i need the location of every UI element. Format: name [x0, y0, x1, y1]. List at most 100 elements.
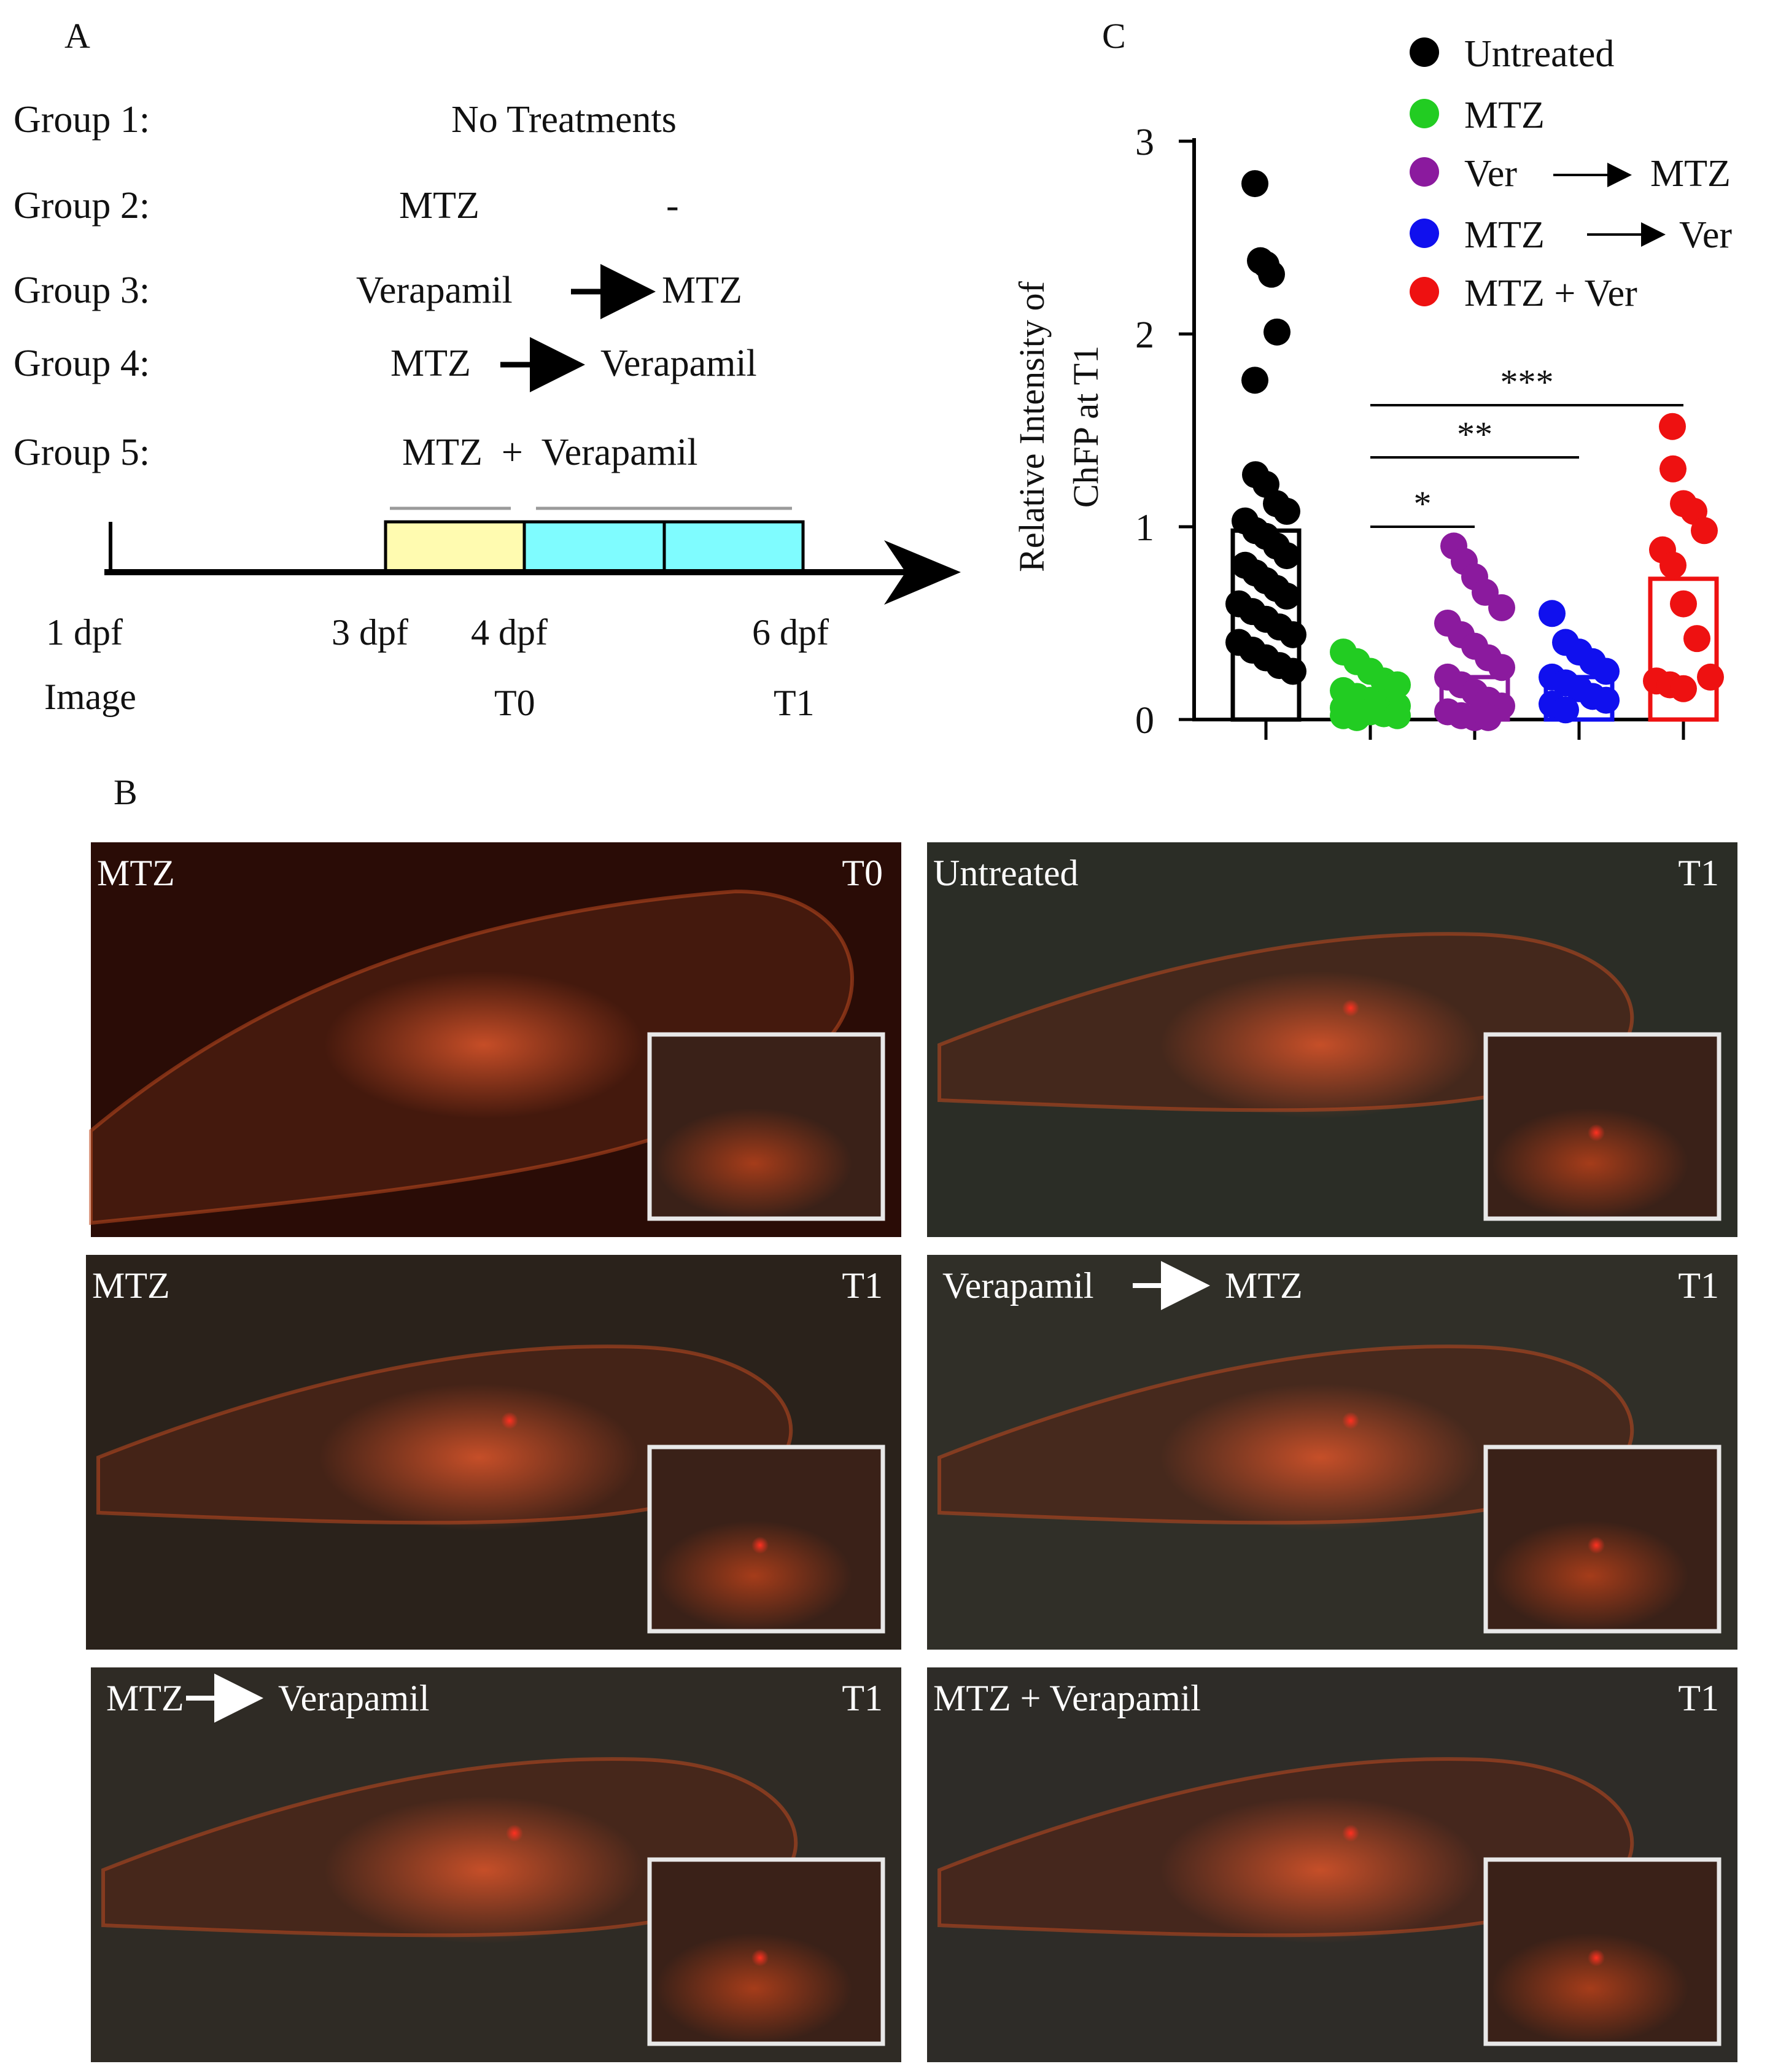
panel-letter-c: C [1102, 16, 1126, 56]
group-3-first: Verapamil [356, 270, 513, 311]
data-point [1593, 686, 1620, 714]
image-label-first: MTZ [106, 1678, 184, 1718]
t1-label: T1 [774, 683, 815, 723]
microscopy-image-5: MTZ Verapamil T1 [91, 1667, 901, 2062]
legend-marker-untreated [1410, 37, 1439, 67]
mean-bar [1648, 576, 1719, 722]
group-4-first: MTZ [390, 343, 471, 384]
inset-spot [751, 1537, 769, 1554]
group-2-dash: - [666, 185, 679, 227]
legend-mtz-ver-second: Ver [1679, 214, 1732, 256]
group-5-treatment: MTZ + Verapamil [402, 432, 698, 473]
yolk-glow [319, 1384, 639, 1531]
data-point [1691, 517, 1718, 545]
data-point [1659, 413, 1686, 440]
inset-glow [656, 1108, 852, 1219]
image-label: MTZ + Verapamil [933, 1678, 1201, 1718]
image-time: T1 [1678, 1265, 1719, 1306]
data-point [1273, 583, 1300, 610]
group-1-label: Group 1: [14, 99, 150, 141]
data-point [1384, 702, 1411, 729]
data-point [1488, 594, 1515, 621]
data-point [1343, 704, 1370, 731]
legend-marker-ver-mtz [1410, 157, 1439, 187]
data-point [1659, 551, 1687, 579]
fluorescent-spot [501, 1412, 518, 1429]
microscopy-image-4: Verapamil MTZ T1 [927, 1255, 1737, 1650]
legend-mtz-plus-ver: MTZ + Ver [1464, 273, 1637, 314]
significance-stars: *** [1500, 362, 1554, 402]
group-5-label: Group 5: [14, 432, 150, 473]
inset-spot [1588, 1949, 1605, 1966]
group-2-label: Group 2: [14, 185, 150, 227]
yolk-glow [324, 971, 643, 1119]
image-label-second: Verapamil [278, 1678, 430, 1718]
group-4-second: Verapamil [600, 343, 757, 384]
data-point [1279, 621, 1306, 648]
yolk-glow [1160, 1384, 1480, 1531]
legend-ver-mtz-first: Ver [1464, 153, 1517, 195]
group-1-treatment: No Treatments [451, 99, 677, 141]
timeline: 1 dpf 3 dpf 4 dpf 6 dpf Image T0 T1 [44, 506, 961, 723]
data-point [1539, 600, 1566, 627]
legend-mtz-ver-first: MTZ [1464, 214, 1545, 256]
data-point [1670, 590, 1697, 618]
panel-letter-b: B [114, 772, 138, 812]
fluorescent-spot [1342, 1412, 1359, 1429]
image-time: T1 [842, 1678, 883, 1718]
panel-a: A Group 1: No Treatments Group 2: MTZ - … [14, 16, 961, 723]
legend-marker-mtz-plus-ver [1410, 277, 1439, 306]
y-tick-label: 0 [1135, 700, 1154, 742]
data-point [1488, 654, 1515, 681]
pretreatment-box [384, 520, 526, 573]
legend-untreated: Untreated [1464, 33, 1614, 75]
legend-marker-mtz [1410, 99, 1439, 128]
image-time: T0 [842, 853, 883, 893]
fluorescent-spot [506, 1825, 523, 1842]
yolk-glow [324, 1796, 643, 1944]
image-label: MTZ [92, 1265, 170, 1306]
image-label-first: Verapamil [942, 1265, 1094, 1306]
data-point [1552, 696, 1579, 724]
group-3-second: MTZ [662, 270, 742, 311]
tick-1dpf: 1 dpf [46, 612, 123, 653]
microscopy-image-6: MTZ + Verapamil T1 [927, 1667, 1737, 2062]
legend-ver-mtz-second: MTZ [1650, 153, 1731, 195]
image-label: Image [44, 677, 136, 717]
y-axis-label: Relative Intensity of ChFP at T1 [1012, 281, 1106, 572]
data-point [1683, 625, 1710, 653]
data-point [1273, 542, 1300, 570]
image-time: T1 [842, 1265, 883, 1306]
significance-stars: ** [1457, 414, 1492, 454]
y-tick-label: 2 [1135, 314, 1154, 356]
legend: Untreated MTZ Ver MTZ MTZ Ver MTZ + Ver [1410, 33, 1732, 314]
image-time: T1 [1678, 1678, 1719, 1718]
microscopy-image-3: MTZ T1 [86, 1255, 901, 1650]
data-point [1670, 675, 1697, 702]
image-label: Untreated [933, 853, 1079, 893]
inset-spot [1588, 1537, 1605, 1554]
inset-glow [1492, 1933, 1688, 2044]
tick-6dpf: 6 dpf [752, 612, 829, 653]
y-axis-label-line1: Relative Intensity of [1012, 281, 1052, 572]
y-tick-label: 1 [1135, 507, 1154, 549]
legend-marker-mtz-ver [1410, 219, 1439, 248]
data-point [1384, 671, 1411, 699]
group-3-label: Group 3: [14, 270, 150, 311]
y-ticks: 0 1 2 3 [1135, 122, 1194, 742]
group-4-label: Group 4: [14, 343, 150, 384]
data-point [1241, 170, 1268, 198]
data-point [1258, 260, 1285, 288]
data-point [1697, 663, 1724, 691]
data-point [1593, 658, 1620, 685]
significance-stars: * [1414, 484, 1432, 524]
panel-c: C Untreated MTZ Ver MTZ MTZ Ver MTZ + Ve… [1012, 16, 1732, 742]
inset-glow [656, 1933, 852, 2044]
significance-brackets: ****** [1370, 362, 1683, 528]
data-point [1273, 497, 1300, 525]
data-point [1263, 318, 1291, 346]
data-point [1241, 367, 1268, 394]
inset-spot [751, 1949, 769, 1966]
